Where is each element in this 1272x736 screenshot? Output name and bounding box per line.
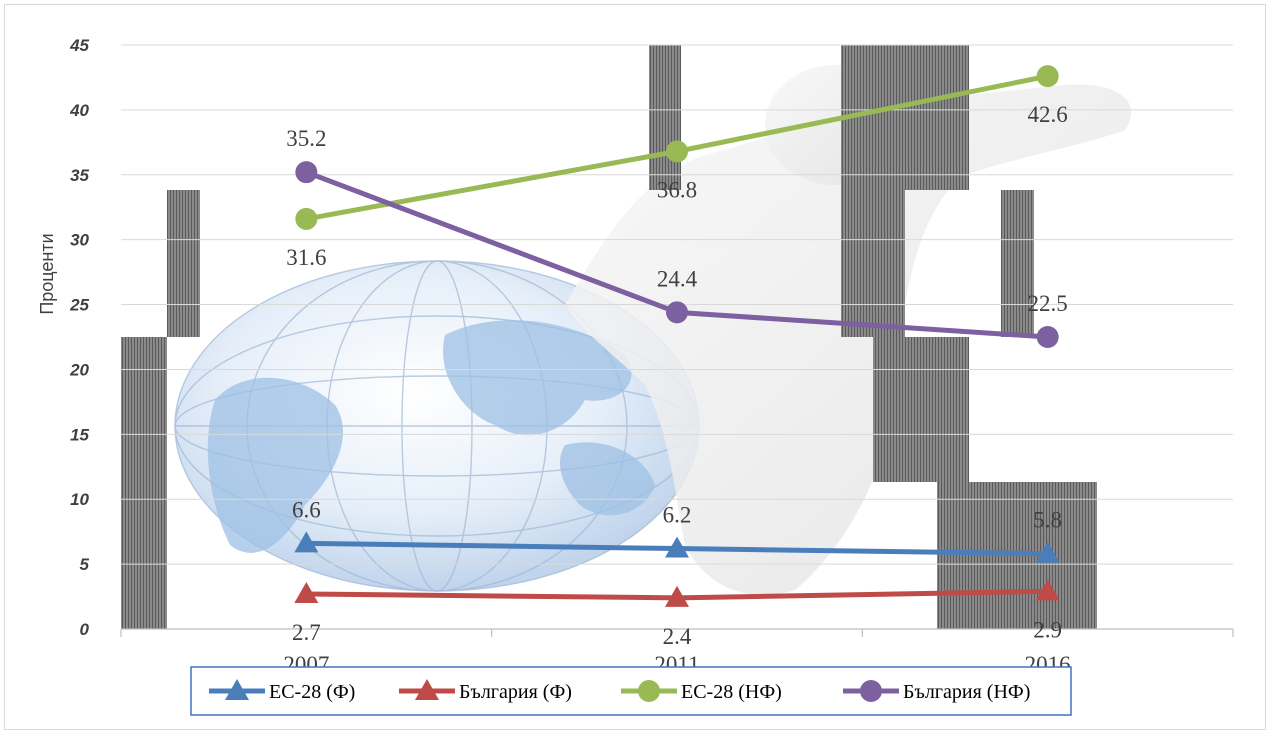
data-point bbox=[1036, 326, 1059, 348]
data-point bbox=[295, 207, 318, 230]
y-tick-label: 45 bbox=[69, 36, 89, 55]
legend-swatch-marker bbox=[415, 679, 439, 700]
data-label: 35.2 bbox=[286, 126, 326, 151]
data-point bbox=[1036, 65, 1059, 88]
y-axis-title: Проценти bbox=[37, 233, 57, 314]
data-point bbox=[1035, 541, 1060, 563]
data-label: 24.4 bbox=[657, 266, 698, 291]
data-label: 31.6 bbox=[286, 245, 326, 270]
globe-illustration bbox=[174, 260, 700, 592]
legend-swatch-marker bbox=[860, 680, 882, 702]
data-point bbox=[666, 301, 688, 324]
data-point bbox=[665, 585, 689, 607]
data-label: 42.6 bbox=[1028, 102, 1068, 127]
legend-swatch-marker bbox=[225, 679, 249, 700]
data-point bbox=[294, 531, 319, 553]
y-tick-label: 35 bbox=[70, 166, 89, 185]
legend-label: ЕС-28 (НФ) bbox=[681, 681, 782, 703]
background-illustration bbox=[121, 45, 1132, 629]
data-point bbox=[665, 536, 689, 558]
y-tick-label: 0 bbox=[80, 620, 90, 639]
legend-item: България (Ф) bbox=[399, 679, 572, 703]
y-tick-label: 15 bbox=[70, 425, 89, 444]
data-point bbox=[294, 581, 319, 603]
legend: ЕС-28 (Ф) България (Ф) ЕС-28 (НФ) България … bbox=[190, 666, 1072, 716]
y-tick-label: 25 bbox=[69, 296, 89, 315]
data-label: 6.2 bbox=[663, 503, 692, 528]
y-tick-label: 20 bbox=[69, 360, 89, 379]
y-tick-label: 10 bbox=[70, 490, 89, 509]
legend-item: ЕС-28 (НФ) bbox=[621, 680, 782, 703]
legend-item: ЕС-28 (Ф) bbox=[209, 679, 355, 703]
legend-swatch-marker bbox=[638, 680, 660, 702]
data-point bbox=[666, 140, 688, 163]
data-labels: 6.6 6.2 5.8 2.7 2.4 2.9 31.6 36.8 42.6 35.2 24.4 22… bbox=[286, 102, 1068, 649]
data-label: 22.5 bbox=[1028, 291, 1068, 316]
y-tick-label: 5 bbox=[80, 555, 90, 574]
legend-label: ЕС-28 (Ф) bbox=[269, 681, 355, 703]
data-label: 2.4 bbox=[663, 624, 692, 649]
data-label: 5.8 bbox=[1033, 508, 1062, 533]
data-label: 2.9 bbox=[1033, 617, 1062, 642]
data-label: 6.6 bbox=[292, 497, 321, 522]
legend-item: България (НФ) bbox=[843, 680, 1030, 703]
series-layer bbox=[294, 65, 1060, 607]
data-point bbox=[295, 161, 318, 184]
legend-label: България (Ф) bbox=[459, 681, 572, 703]
x-axis bbox=[120, 628, 1234, 637]
data-label: 36.8 bbox=[657, 177, 697, 202]
y-axis-ticks: 0 5 10 15 20 25 30 35 40 45 bbox=[69, 36, 89, 639]
y-tick-label: 40 bbox=[69, 101, 89, 120]
y-tick-label: 30 bbox=[70, 231, 89, 250]
legend-label: България (НФ) bbox=[903, 681, 1030, 703]
data-point bbox=[1035, 579, 1060, 601]
data-label: 2.7 bbox=[292, 620, 321, 645]
chart-frame: 0 5 10 15 20 25 30 35 40 45 Проценти 2007 2011 2016… bbox=[4, 4, 1266, 730]
hatched-blocks bbox=[121, 45, 1097, 629]
gridlines bbox=[121, 44, 1233, 565]
